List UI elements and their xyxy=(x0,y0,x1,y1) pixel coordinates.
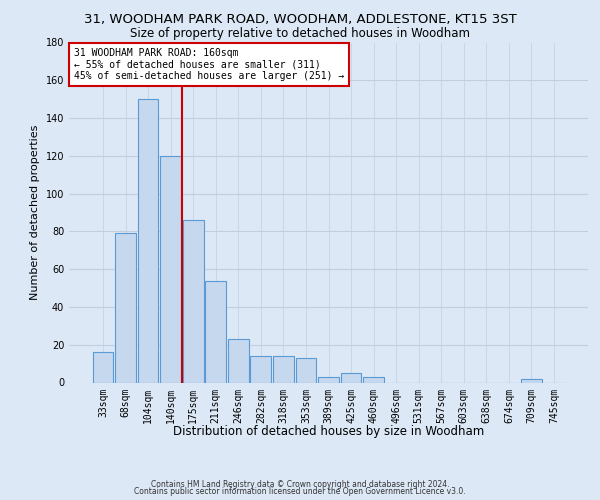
Bar xyxy=(228,339,248,382)
Bar xyxy=(115,234,136,382)
Text: 31, WOODHAM PARK ROAD, WOODHAM, ADDLESTONE, KT15 3ST: 31, WOODHAM PARK ROAD, WOODHAM, ADDLESTO… xyxy=(83,12,517,26)
Bar xyxy=(92,352,113,382)
Bar xyxy=(183,220,203,382)
Text: Contains public sector information licensed under the Open Government Licence v3: Contains public sector information licen… xyxy=(134,487,466,496)
Bar xyxy=(318,377,339,382)
Bar xyxy=(250,356,271,382)
X-axis label: Distribution of detached houses by size in Woodham: Distribution of detached houses by size … xyxy=(173,426,484,438)
Bar xyxy=(341,373,361,382)
Bar xyxy=(296,358,316,382)
Text: Size of property relative to detached houses in Woodham: Size of property relative to detached ho… xyxy=(130,28,470,40)
Bar xyxy=(521,378,542,382)
Bar xyxy=(205,280,226,382)
Bar xyxy=(137,99,158,382)
Bar xyxy=(160,156,181,382)
Bar xyxy=(273,356,294,382)
Text: Contains HM Land Registry data © Crown copyright and database right 2024.: Contains HM Land Registry data © Crown c… xyxy=(151,480,449,489)
Text: 31 WOODHAM PARK ROAD: 160sqm
← 55% of detached houses are smaller (311)
45% of s: 31 WOODHAM PARK ROAD: 160sqm ← 55% of de… xyxy=(74,48,344,81)
Y-axis label: Number of detached properties: Number of detached properties xyxy=(30,125,40,300)
Bar xyxy=(363,377,384,382)
